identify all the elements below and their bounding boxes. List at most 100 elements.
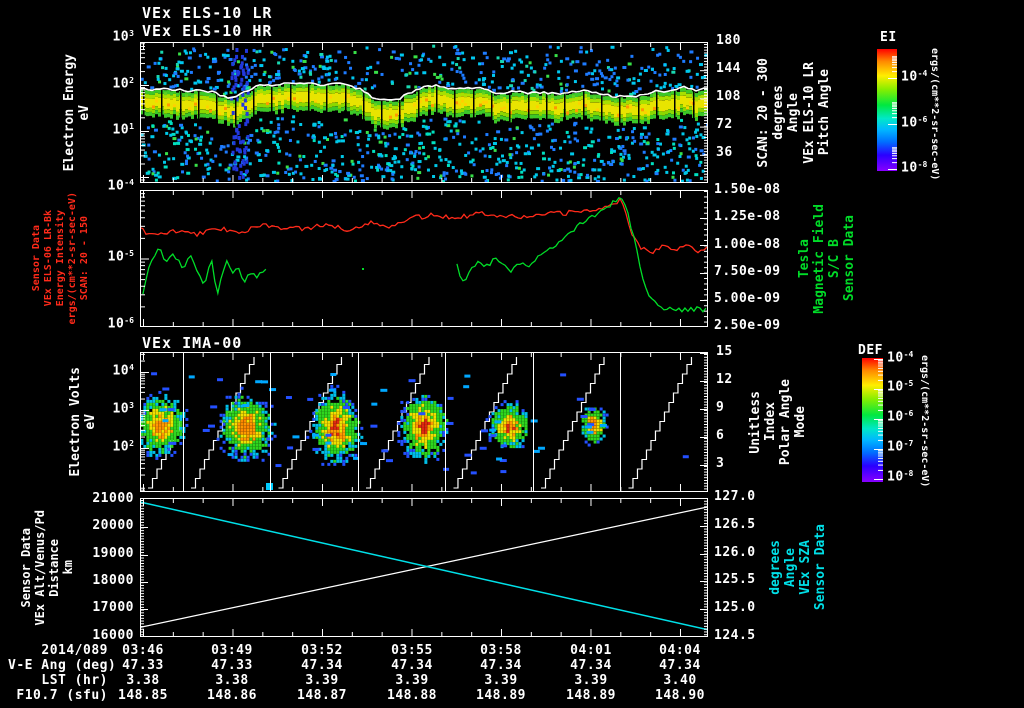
cb1-ticks-1: 10-6 bbox=[901, 115, 928, 131]
p3-rlab-line-3: Unitless bbox=[747, 390, 763, 454]
p3-yticks-1: 103 bbox=[112, 401, 134, 417]
p2-rlab-line-3: Tesla bbox=[796, 238, 812, 279]
p3-rlab-line-2: Index bbox=[762, 402, 778, 442]
p3-rlab-line-0: Mode bbox=[793, 406, 809, 438]
p1-rticks-1: 144 bbox=[716, 61, 741, 76]
p4-rlab-line-3: degrees bbox=[767, 540, 783, 595]
time-tick-label-5: 04:01 bbox=[570, 643, 612, 658]
p4-llab-line-2: Distance bbox=[47, 538, 61, 597]
footer-value-1-2: 3.39 bbox=[305, 673, 339, 688]
p1-ylab-line-0: Electron Energy bbox=[61, 53, 77, 172]
panel3-left-axis-ticks: 104 103 102 bbox=[96, 352, 136, 492]
p2-yticks-0: 10-4 bbox=[107, 178, 134, 194]
p4-yticks-2: 19000 bbox=[92, 546, 134, 561]
footer-value-1-0: 3.38 bbox=[126, 673, 160, 688]
footer-value-0-2: 47.34 bbox=[301, 658, 343, 673]
panel4-right-axis-label: Sensor Data VEx SZA Angle degrees bbox=[763, 498, 833, 637]
date-label: 2014/089 bbox=[41, 643, 108, 658]
panel2-left-axis-ticks: 10-4 10-5 10-6 bbox=[96, 178, 136, 331]
footer-value-2-2: 148.87 bbox=[297, 688, 347, 703]
p2-llab-line-4: SCAN: 20 - 150 bbox=[79, 216, 91, 301]
ei-colorbar-units: ergs/(cm**2-sr-sec-eV) bbox=[929, 48, 940, 181]
p4-rticks-3: 125.5 bbox=[714, 572, 756, 587]
cb2-ticks-4: 10-8 bbox=[887, 469, 914, 485]
p3-rticks-3: 6 bbox=[716, 428, 725, 443]
p4-rlab-line-2: Angle bbox=[782, 547, 798, 588]
panel3-title: VEx IMA-00 bbox=[142, 334, 243, 352]
p4-yticks-4: 17000 bbox=[92, 600, 134, 615]
panel3-y-axis-label: Electron Volts eV bbox=[62, 352, 104, 492]
footer-value-0-5: 47.34 bbox=[570, 658, 612, 673]
p2-rticks-4: 5.00e-09 bbox=[714, 291, 781, 306]
footer-value-0-6: 47.34 bbox=[659, 658, 701, 673]
footer-value-1-5: 3.39 bbox=[574, 673, 608, 688]
altitude-sza-canvas bbox=[140, 498, 708, 637]
panel2-right-axis-label: Sensor Data S/C B Magnetic Field Tesla bbox=[795, 190, 859, 327]
footer-row-label-2: F10.7 (sfu) bbox=[16, 688, 108, 703]
def-colorbar-units: ergs/(cm**2-sr-sec-eV) bbox=[919, 355, 930, 488]
footer-row-label-1: LST (hr) bbox=[41, 673, 108, 688]
p3-yticks-0: 104 bbox=[112, 363, 134, 379]
p1-yticks-1: 102 bbox=[112, 76, 134, 92]
p2-rticks-2: 1.00e-08 bbox=[714, 237, 781, 252]
panel1-right-axis-label: Pitch Angle VEx ELS-10 LR Angle degrees SCAN… bbox=[751, 40, 837, 185]
footer-value-0-0: 47.33 bbox=[122, 658, 164, 673]
p3-rticks-0: 15 bbox=[716, 344, 733, 359]
p2-rlab-line-2: Magnetic Field bbox=[811, 203, 827, 314]
time-tick-label-3: 03:55 bbox=[391, 643, 433, 658]
p1-yticks-2: 101 bbox=[112, 122, 134, 138]
footer-value-1-4: 3.39 bbox=[484, 673, 518, 688]
p1-rticks-4: 36 bbox=[716, 145, 733, 160]
footer-value-2-1: 148.86 bbox=[207, 688, 257, 703]
footer-row-label-0: V-E Ang (deg) bbox=[8, 658, 117, 673]
p4-rlab-line-1: VEx SZA bbox=[798, 540, 813, 595]
time-tick-label-0: 03:46 bbox=[122, 643, 164, 658]
footer-value-2-4: 148.89 bbox=[476, 688, 526, 703]
p3-rlab-line-1: Polar Angle bbox=[778, 378, 793, 466]
p2-rlab-line-1: S/C B bbox=[827, 238, 842, 279]
footer-value-2-0: 148.85 bbox=[118, 688, 168, 703]
ei-colorbar bbox=[877, 49, 897, 171]
time-tick-label-1: 03:49 bbox=[211, 643, 253, 658]
footer-value-2-5: 148.89 bbox=[566, 688, 616, 703]
p4-rticks-5: 124.5 bbox=[714, 628, 756, 643]
p4-rlab-line-0: Sensor Data bbox=[813, 524, 829, 611]
panel1-y-axis-label: Electron Energy eV bbox=[56, 42, 98, 183]
p2-llab-line-0: Sensor Data bbox=[30, 225, 42, 292]
p1-ylab-line-1: eV bbox=[77, 104, 92, 121]
p4-llab-line-1: VEx Alt/Venus/Pd bbox=[32, 509, 47, 626]
panel4-left-axis-ticks: 21000 20000 19000 18000 17000 16000 bbox=[90, 491, 136, 643]
p1-rlab-line-0: Pitch Angle bbox=[816, 69, 832, 156]
p4-yticks-3: 18000 bbox=[92, 573, 134, 588]
p4-llab-line-0: Sensor Data bbox=[18, 527, 33, 608]
footer-value-1-3: 3.39 bbox=[395, 673, 429, 688]
p1-rlab-line-4: SCAN: 20 - 300 bbox=[755, 57, 771, 168]
footer-value-0-4: 47.34 bbox=[480, 658, 522, 673]
time-tick-label-2: 03:52 bbox=[301, 643, 343, 658]
def-colorbar-title: DEF bbox=[858, 343, 883, 358]
cb2-ticks-2: 10-6 bbox=[887, 409, 914, 425]
def-colorbar bbox=[862, 358, 883, 482]
els-spectrogram-canvas bbox=[140, 42, 708, 183]
p4-yticks-1: 20000 bbox=[92, 518, 134, 533]
panel3-right-axis-ticks: 15 12 9 6 3 bbox=[716, 344, 796, 492]
p3-yticks-2: 102 bbox=[112, 439, 134, 455]
p2-rticks-1: 1.25e-08 bbox=[714, 209, 781, 224]
p1-rlab-line-2: Angle bbox=[786, 92, 802, 133]
panel4-right-axis-ticks: 127.0 126.5 126.0 125.5 125.0 124.5 bbox=[714, 489, 794, 643]
time-tick-label-6: 04:04 bbox=[659, 643, 701, 658]
p4-rticks-2: 126.0 bbox=[714, 545, 756, 560]
p2-rlab-line-0: Sensor Data bbox=[842, 215, 858, 302]
p2-rticks-5: 2.50e-09 bbox=[714, 318, 781, 333]
p2-llab-line-1: VEx ELS-06 LR-Bk bbox=[42, 210, 54, 307]
p3-rticks-1: 12 bbox=[716, 372, 733, 387]
panel1-left-axis-ticks: 103 102 101 bbox=[96, 29, 136, 183]
footer-value-2-3: 148.88 bbox=[387, 688, 437, 703]
footer-value-2-6: 148.90 bbox=[655, 688, 705, 703]
cb1-ticks-0: 10-4 bbox=[901, 69, 928, 85]
footer-value-0-3: 47.34 bbox=[391, 658, 433, 673]
ei-colorbar-title: EI bbox=[880, 30, 897, 45]
p1-rticks-2: 108 bbox=[716, 89, 741, 104]
panel2-left-axis-label: Sensor Data VEx ELS-06 LR-Bk Energy Intens… bbox=[30, 188, 92, 329]
p3-ylab-line-1: eV bbox=[83, 414, 98, 430]
